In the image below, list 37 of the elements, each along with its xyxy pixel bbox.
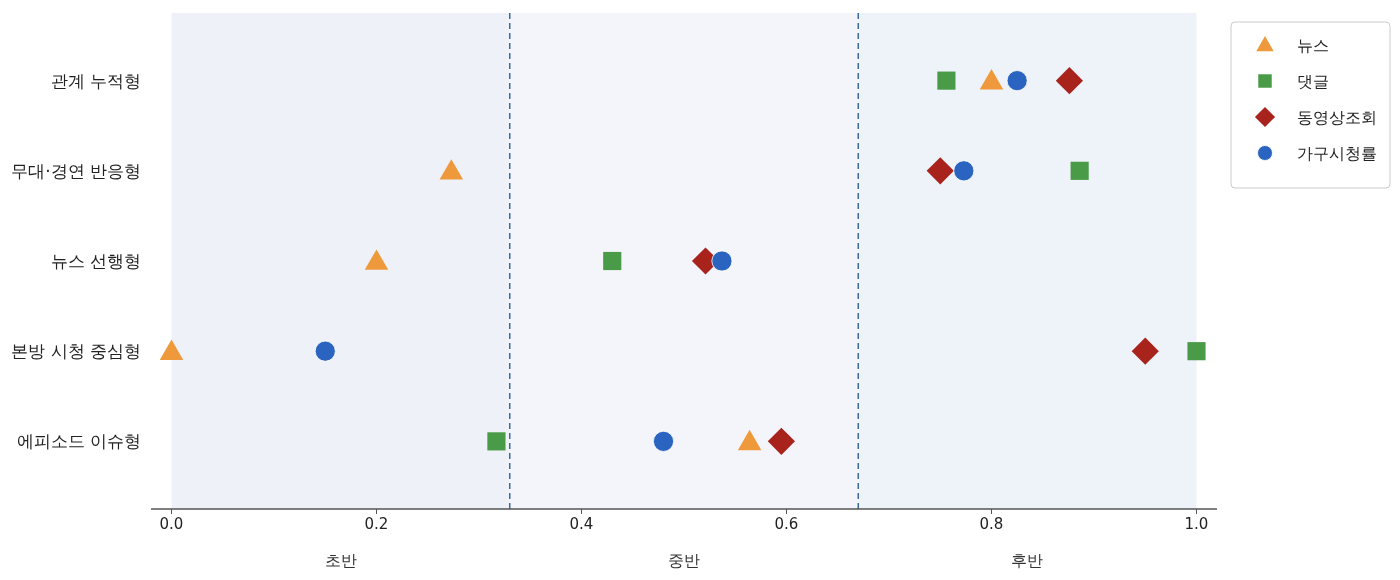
point [711, 250, 733, 272]
point [439, 159, 464, 180]
y-tick-label: 관계 누적형 [50, 70, 141, 91]
y-tick-label: 에피소드 이슈형 [16, 431, 141, 452]
point [1006, 70, 1028, 92]
point [364, 249, 389, 270]
x-tick-label: 0.6 [774, 515, 799, 533]
band-label: 후반 [1011, 551, 1044, 570]
point [937, 71, 956, 90]
point [1070, 161, 1089, 180]
legend-label: 동영상조회 [1297, 108, 1377, 127]
point [314, 340, 336, 362]
x-tick-label: 0.8 [979, 515, 1004, 533]
y-tick-label: 본방 시청 중심형 [11, 341, 141, 362]
point [979, 69, 1004, 90]
point [926, 157, 954, 185]
legend-label: 뉴스 [1297, 36, 1329, 55]
y-tick-label: 뉴스 선행형 [50, 251, 141, 271]
point [603, 251, 622, 271]
point [767, 427, 795, 455]
point [653, 430, 674, 452]
legend-label: 가구시청률 [1297, 144, 1377, 163]
point [159, 339, 184, 360]
legend-label: 댓글 [1297, 72, 1329, 91]
point [1187, 342, 1206, 361]
band-label: 초반 [324, 551, 357, 570]
point [1131, 337, 1159, 365]
y-tick-label: 무대·경연 반응형 [11, 160, 141, 181]
x-tick-label: 0.2 [364, 515, 389, 533]
band-label: 중반 [668, 551, 700, 570]
x-tick-label: 0.0 [159, 515, 184, 533]
x-tick-label: 0.4 [569, 515, 594, 533]
point [737, 429, 762, 451]
point [953, 160, 975, 182]
x-tick-label: 1.0 [1184, 515, 1209, 533]
point [487, 432, 506, 451]
point [1055, 67, 1083, 95]
